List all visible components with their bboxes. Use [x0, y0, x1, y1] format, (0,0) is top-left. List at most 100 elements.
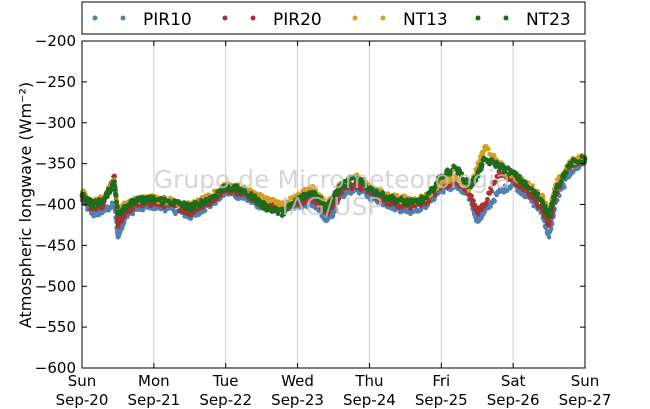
x-tick-label-day: Wed	[281, 372, 314, 390]
watermark-line-2: IAG/USP	[281, 192, 382, 221]
legend-marker	[352, 15, 358, 21]
y-tick-label: −350	[35, 155, 76, 173]
y-tick-label: −600	[35, 359, 76, 377]
data-point	[523, 179, 528, 185]
plot-area	[79, 143, 588, 240]
data-point	[116, 224, 121, 229]
data-point	[112, 183, 118, 189]
watermark-line-1: Grupo de Micrometeorologia	[154, 165, 511, 194]
legend-box	[81, 1, 586, 35]
legend-marker	[250, 15, 256, 21]
data-point	[160, 200, 166, 206]
data-point	[441, 190, 446, 195]
data-point	[547, 219, 552, 224]
legend-marker	[503, 15, 509, 21]
data-point	[423, 195, 429, 200]
data-point	[220, 187, 225, 193]
data-point	[579, 154, 585, 159]
x-axis: SunSep-20MonSep-21TueSep-22WedSep-23ThuS…	[56, 41, 612, 409]
data-point	[443, 172, 448, 178]
data-point	[547, 213, 552, 218]
x-tick-label-day: Mon	[138, 372, 170, 390]
legend-label: NT13	[403, 10, 448, 30]
data-point	[486, 146, 491, 152]
data-point	[569, 163, 574, 169]
data-point	[480, 162, 485, 167]
y-tick-label: −500	[35, 277, 76, 295]
legend: PIR10 PIR20 NT13 NT23	[81, 1, 586, 35]
data-point	[502, 169, 508, 175]
data-point	[551, 196, 557, 201]
legend-marker	[222, 15, 228, 21]
y-tick-label: −550	[35, 318, 76, 336]
data-point	[121, 208, 126, 214]
data-point	[464, 177, 470, 182]
data-point	[112, 174, 117, 179]
data-point	[434, 179, 440, 185]
data-point	[489, 188, 494, 194]
y-axis-label: Atmospheric longwave (Wm⁻²)	[16, 82, 35, 328]
data-point	[471, 198, 476, 204]
data-point	[408, 206, 413, 212]
data-point	[426, 199, 432, 204]
watermark: Grupo de Micrometeorologia IAG/USP	[154, 165, 511, 221]
data-point	[112, 187, 118, 192]
data-point	[517, 173, 522, 179]
data-point	[318, 195, 323, 200]
data-point	[370, 185, 375, 191]
data-point	[469, 193, 474, 199]
y-tick-label: −250	[35, 73, 76, 91]
data-point	[337, 187, 343, 193]
data-point	[275, 211, 281, 216]
data-point	[557, 193, 562, 198]
data-point	[115, 205, 120, 210]
data-point	[475, 173, 481, 179]
data-point	[122, 213, 127, 219]
data-point	[214, 194, 219, 199]
data-point	[108, 187, 114, 193]
data-point	[114, 199, 119, 205]
x-tick-label-date: Sep-22	[199, 391, 252, 409]
data-point	[535, 191, 541, 197]
legend-marker	[380, 15, 386, 21]
data-point	[564, 170, 569, 176]
y-tick-label: −450	[35, 236, 76, 254]
data-point	[513, 170, 519, 176]
data-point	[459, 171, 465, 176]
y-tick-label: −200	[35, 32, 76, 50]
y-tick-label: −300	[35, 114, 76, 132]
data-point	[492, 198, 497, 204]
x-tick-label-day: Sun	[68, 372, 97, 390]
data-point	[392, 207, 398, 213]
data-point	[347, 182, 353, 187]
data-point	[91, 205, 96, 210]
data-point	[380, 190, 386, 195]
legend-label: PIR20	[273, 10, 322, 30]
data-point	[473, 177, 479, 183]
x-tick-label-date: Sep-24	[343, 391, 396, 409]
legend-label: NT23	[526, 10, 571, 30]
data-point	[485, 196, 490, 202]
data-point	[493, 179, 498, 185]
y-axis: −200 −250 −300 −350 −400 −450 −500 −550 −600	[35, 32, 585, 377]
data-point	[336, 196, 341, 202]
data-point	[559, 178, 564, 184]
data-point	[333, 207, 339, 212]
x-tick-label-date: Sep-27	[559, 391, 612, 409]
data-point	[330, 213, 336, 218]
series-nt23	[79, 154, 588, 220]
x-tick-label-day: Fri	[432, 372, 450, 390]
data-point	[437, 183, 443, 188]
x-tick-label-date: Sep-25	[415, 391, 468, 409]
data-point	[550, 203, 555, 208]
x-tick-label-day: Sun	[571, 372, 600, 390]
x-tick-label-date: Sep-20	[56, 391, 109, 409]
x-tick-label-date: Sep-23	[271, 391, 324, 409]
data-point	[538, 197, 544, 202]
data-point	[202, 201, 208, 207]
legend-marker	[475, 15, 481, 21]
x-tick-label-day: Tue	[212, 372, 239, 390]
data-point	[466, 188, 472, 193]
legend-label: PIR10	[143, 10, 192, 30]
